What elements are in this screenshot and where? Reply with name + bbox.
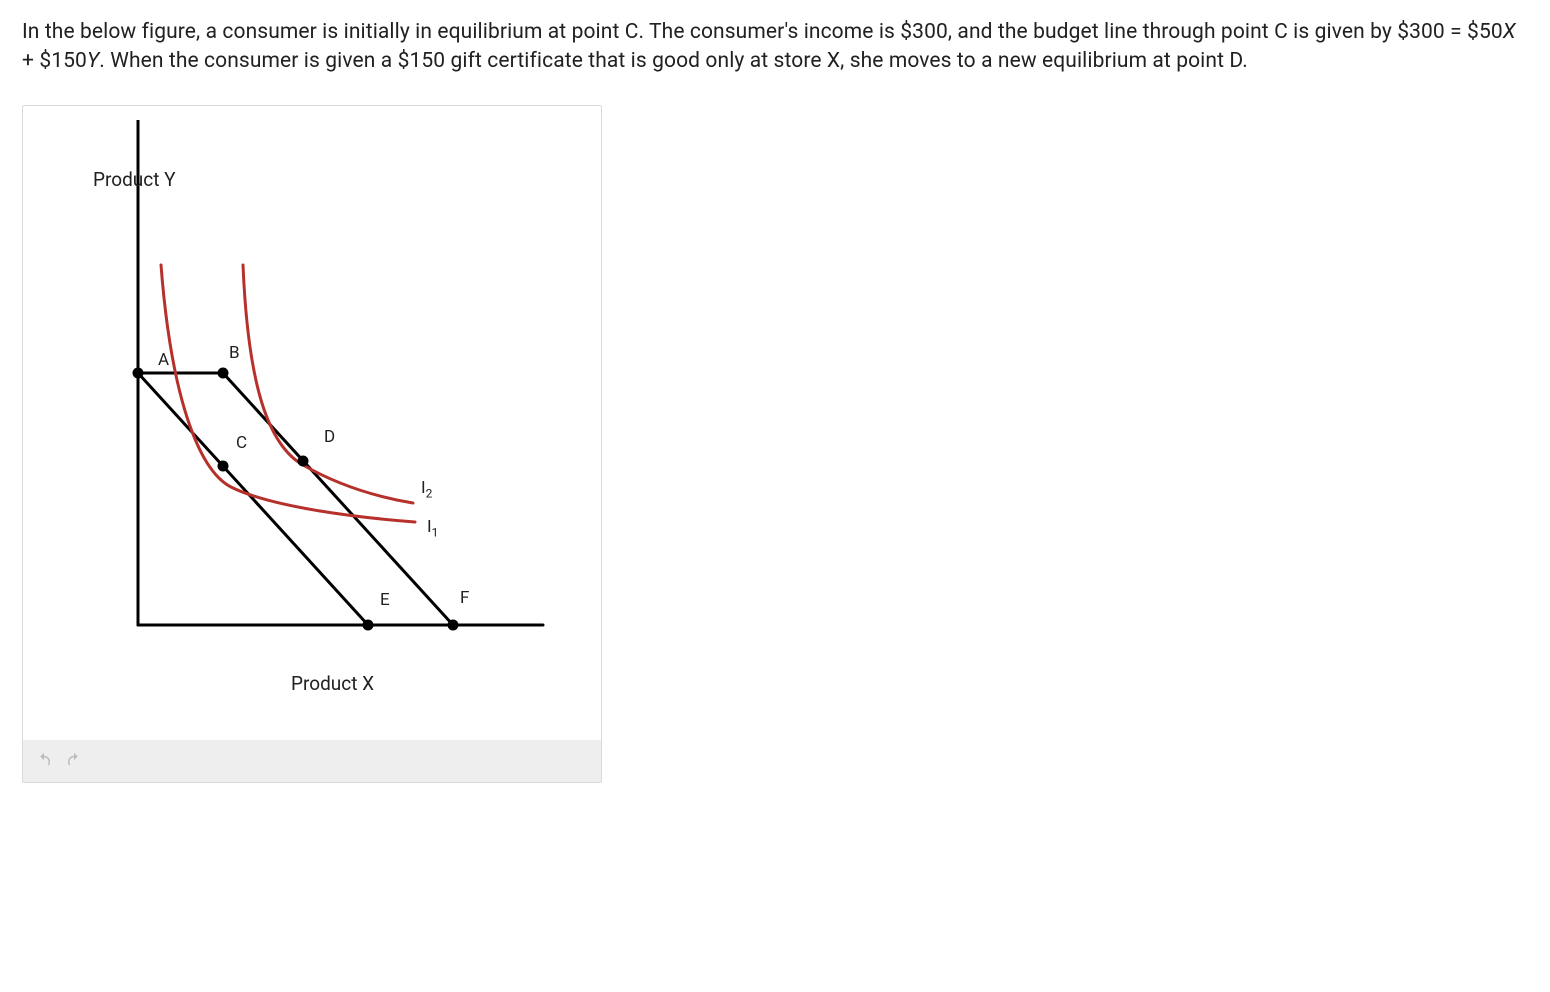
page-root: In the below figure, a consumer is initi…: [0, 0, 1550, 992]
undo-icon[interactable]: [35, 752, 53, 770]
curve-label-I1: I1: [427, 517, 438, 539]
curve-label-I1-sub: 1: [432, 525, 439, 539]
point-D: [298, 455, 309, 466]
curve-label-I2: I2: [421, 478, 432, 500]
indifference-curve-2: [243, 265, 413, 503]
var-x: X: [1503, 20, 1516, 44]
figure-card: Product Y A B C D E F I2: [22, 105, 602, 783]
diagram-svg: [43, 120, 563, 730]
axis-label-x: Product X: [291, 672, 374, 695]
redo-icon[interactable]: [65, 752, 83, 770]
var-y: Y: [87, 49, 99, 73]
figure-body: Product Y A B C D E F I2: [23, 106, 601, 740]
point-C: [218, 460, 229, 471]
question-prefix: In the below figure, a consumer is initi…: [22, 20, 1503, 44]
point-label-E: E: [380, 590, 390, 610]
point-B: [218, 367, 229, 378]
point-label-B: B: [229, 343, 240, 363]
point-E: [363, 619, 374, 630]
curve-label-I2-sub: 2: [426, 486, 433, 500]
budget-line-1: [138, 373, 368, 625]
question-suffix: . When the consumer is given a $150 gift…: [99, 49, 1248, 73]
point-F: [448, 619, 459, 630]
figure-toolbar: [23, 740, 601, 782]
point-A: [133, 367, 144, 378]
axis-label-y: Product Y: [93, 168, 176, 191]
diagram: Product Y A B C D E F I2: [43, 120, 563, 730]
question-mid: + $150: [22, 49, 87, 73]
point-label-A: A: [158, 350, 169, 370]
question-text: In the below figure, a consumer is initi…: [22, 18, 1528, 77]
indifference-curve-1: [161, 265, 415, 522]
point-label-F: F: [460, 588, 469, 608]
point-label-C: C: [236, 433, 247, 453]
point-label-D: D: [324, 427, 335, 447]
